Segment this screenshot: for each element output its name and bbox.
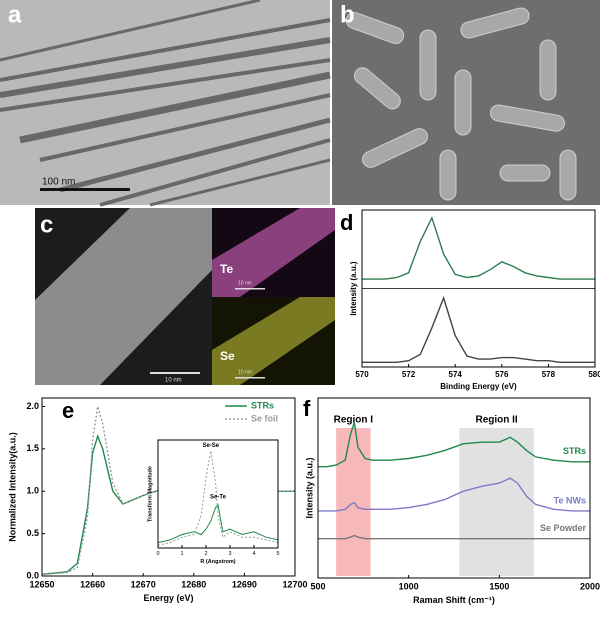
scale-label: 10 nm: [238, 280, 252, 286]
x-tick-label: 4: [252, 551, 255, 557]
element-label: Se: [220, 349, 235, 363]
series-line: [318, 422, 590, 468]
series-line: [157, 450, 279, 546]
x-tick-label: 12650: [29, 579, 54, 589]
x-tick-label: 3: [228, 551, 231, 557]
region: [336, 428, 371, 576]
x-axis-label: Binding Energy (eV): [440, 382, 517, 391]
x-tick-label: 574: [449, 370, 463, 379]
element-label: Te: [220, 262, 233, 276]
region: [459, 428, 534, 576]
series-line: [362, 215, 595, 280]
panel-letter: a: [8, 1, 22, 28]
x-tick-label: 1500: [489, 581, 509, 591]
x-tick-label: 5: [276, 551, 279, 557]
scale-bar: [150, 372, 200, 374]
y-axis-label: Intensity (a.u.): [304, 457, 314, 518]
x-tick-label: 0: [156, 551, 159, 557]
y-tick-label: 0.5: [26, 528, 39, 538]
x-tick-label: 12690: [232, 579, 257, 589]
x-tick-label: 500: [310, 581, 325, 591]
x-axis-label: R (Angstrom): [200, 559, 235, 565]
x-tick-label: 580: [588, 370, 600, 379]
series-line: [157, 503, 279, 544]
y-tick-label: 0.0: [26, 570, 39, 580]
scale-bar: [40, 188, 130, 191]
panel-letter: b: [340, 1, 355, 28]
x-tick-label: 570: [355, 370, 369, 379]
region-label: Region II: [475, 415, 517, 426]
y-tick-label: 1.5: [26, 443, 39, 453]
te-signal: [212, 208, 335, 297]
x-tick-label: 12670: [131, 579, 156, 589]
annotation: Se-Se: [202, 443, 219, 449]
frame: [317, 397, 591, 579]
nanorod: [35, 208, 212, 385]
x-axis-label: Energy (eV): [143, 593, 193, 603]
x-tick-label: 572: [402, 370, 416, 379]
legend-label: STRs: [251, 400, 274, 410]
x-tick-label: 1: [180, 551, 183, 557]
series-label: STRs: [563, 446, 586, 456]
scale-bar: [235, 288, 265, 290]
legend-label: Se foil: [251, 413, 278, 423]
x-tick-label: 576: [495, 370, 509, 379]
panel-letter: f: [303, 396, 311, 421]
frame: [41, 397, 296, 577]
y-axis-label: Normalized Intensity(a.u.): [8, 432, 18, 542]
frame: [361, 209, 596, 368]
region-label: Region I: [334, 415, 374, 426]
x-axis-label: Raman Shift (cm⁻¹): [413, 595, 495, 605]
nanorods: [345, 7, 577, 201]
x-tick-label: 12680: [181, 579, 206, 589]
x-tick-label: 12700: [282, 579, 307, 589]
x-tick-label: 1000: [399, 581, 419, 591]
scale-label: 100 nm: [42, 177, 75, 188]
series-line: [318, 477, 590, 512]
scale-bar: [235, 377, 265, 379]
series-line: [362, 295, 595, 363]
y-tick-label: 2.0: [26, 401, 39, 411]
y-axis-label: Transform Magnitude: [147, 466, 153, 522]
series-label: Te NWs: [554, 495, 586, 505]
panel-letter: d: [340, 210, 353, 235]
se-signal: [212, 297, 335, 385]
x-tick-label: 12660: [80, 579, 105, 589]
plot-area: [158, 440, 278, 548]
x-tick-label: 2: [204, 551, 207, 557]
y-tick-label: 1.0: [26, 486, 39, 496]
series-label: Se Powder: [540, 523, 587, 533]
scale-label: 10 nm: [238, 369, 252, 375]
x-tick-label: 578: [542, 370, 556, 379]
y-axis-label: Intensity (a.u.): [349, 261, 358, 316]
annotation: Se-Te: [210, 494, 227, 500]
series-line: [318, 534, 590, 540]
frame: [157, 439, 279, 549]
scale-label: 10 nm: [165, 378, 182, 384]
x-tick-label: 2000: [580, 581, 600, 591]
panel-letter: e: [62, 398, 74, 423]
nanowires: [0, 0, 331, 207]
panel-letter: c: [40, 211, 53, 238]
